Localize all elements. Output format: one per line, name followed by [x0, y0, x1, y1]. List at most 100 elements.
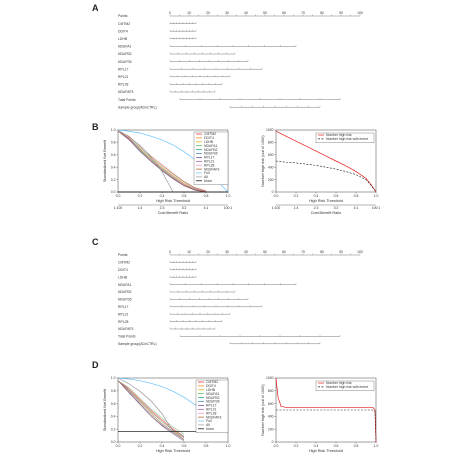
nomogram-row-label: Points: [118, 253, 128, 257]
y-tick-label: 600: [268, 153, 274, 157]
nomogram-row-label: NDUFAF3: [118, 90, 134, 94]
x-tick-label: 0.4: [314, 194, 319, 198]
y-axis-title: Number high risk (out of 1000): [261, 135, 265, 187]
nomogram-points-tick-label: 60: [282, 11, 286, 15]
y-tick-label: 0.6: [111, 402, 116, 406]
nomogram-points-tick-label: 30: [225, 250, 229, 254]
nomogram-points-tick-label: 80: [320, 11, 324, 15]
y-tick-label: 0.2: [111, 178, 116, 182]
nomogram-row-label: CMTM2: [118, 22, 130, 26]
legend-label: Full: [206, 419, 212, 423]
nomogram-points-tick-label: 70: [301, 250, 305, 254]
legend-label: None: [206, 427, 214, 431]
y-tick-label: 1.0: [111, 376, 116, 380]
x-axis-title: High Risk Threshold: [156, 199, 190, 203]
y-axis-title: Standardized Net Benefit: [103, 139, 107, 182]
nomogram-points-tick-label: 90: [339, 250, 343, 254]
nomogram-row-label: Points: [118, 14, 128, 18]
panel-letter-d: D: [92, 360, 99, 370]
cost-benefit-tick-label: 2:3: [160, 206, 165, 210]
legend-label: CMTM2: [206, 380, 218, 384]
legend-box: [195, 379, 229, 433]
x-tick-label: 0.2: [294, 444, 299, 448]
series-line: [117, 380, 185, 438]
y-tick-label: 1000: [266, 376, 274, 380]
legend-label: RPL17: [204, 156, 214, 160]
x-tick-label: 0.6: [334, 194, 339, 198]
nomogram-points-tick-label: 60: [282, 250, 286, 254]
y-tick-label: 0.4: [111, 415, 116, 419]
y-tick-label: 800: [268, 141, 274, 145]
nomogram-points-tick-label: 40: [244, 11, 248, 15]
x-tick-label: 0.8: [204, 194, 209, 198]
y-tick-label: 0.8: [111, 141, 116, 145]
x-tick-label: 0.0: [274, 444, 279, 448]
cost-benefit-axis-title: Cost:Benefit Ratio: [311, 211, 342, 215]
x-tick-label: 0.0: [116, 444, 121, 448]
nomogram-row-label: RPL21: [118, 312, 128, 316]
legend-box: [315, 380, 375, 392]
x-tick-label: 0.2: [138, 444, 143, 448]
y-tick-label: 400: [268, 415, 274, 419]
nomogram-points-tick-label: 90: [339, 11, 343, 15]
series-line: [117, 380, 185, 435]
nomogram-row-label: LDHB: [118, 275, 128, 279]
series-line: [275, 130, 377, 193]
cost-benefit-tick-label: 1:4: [294, 206, 299, 210]
nomogram-row-label: NDUFAF3: [118, 327, 134, 331]
x-tick-label: 0.2: [138, 194, 143, 198]
nomogram-row-label: DDIT4: [118, 29, 128, 33]
nomogram-points-tick-label: 50: [263, 11, 267, 15]
legend-label: Full: [204, 171, 210, 175]
legend-box: [315, 132, 375, 144]
legend-label: RPL28: [206, 411, 216, 415]
x-tick-label: 0.6: [182, 444, 187, 448]
y-tick-label: 600: [268, 402, 274, 406]
legend-label: NDUFB2: [206, 396, 220, 400]
cost-benefit-tick-label: 4:1: [204, 206, 209, 210]
legend-label: NDUFB2: [204, 148, 218, 152]
x-tick-label: 0.0: [274, 194, 279, 198]
legend-label: RPL21: [204, 160, 214, 164]
x-tick-label: 0.8: [354, 194, 359, 198]
series-line: [117, 380, 185, 437]
x-tick-label: 1.0: [226, 194, 231, 198]
x-tick-label: 0.8: [204, 444, 209, 448]
y-tick-label: 1.0: [111, 128, 116, 132]
y-tick-label: 0.6: [111, 153, 116, 157]
series-line: [117, 131, 207, 192]
x-tick-label: 1.0: [374, 444, 379, 448]
y-tick-label: 0.2: [111, 427, 116, 431]
nomogram-points-tick-label: 10: [187, 250, 191, 254]
series-line: [275, 160, 377, 193]
series-line: [117, 380, 185, 442]
nomogram-row-label: NDUFA1: [118, 283, 131, 287]
legend-label: NDUFS5: [206, 400, 220, 404]
legend-label: NDUFA1: [204, 144, 217, 148]
legend-label: RPL21: [206, 408, 216, 412]
nomogram-row-label: RPL17: [118, 305, 128, 309]
y-tick-label: 1000: [266, 128, 274, 132]
nomogram-row-label: Sample group(ADvCTRL): [118, 342, 157, 346]
legend-label: RPL28: [204, 163, 214, 167]
cost-benefit-tick-label: 100:1: [372, 206, 381, 210]
x-tick-label: 0.4: [160, 444, 165, 448]
y-axis-title: Number high risk (out of 1000): [261, 384, 265, 436]
y-tick-label: 0.8: [111, 389, 116, 393]
series-line: [117, 129, 174, 193]
nomogram-row-label: LDHB: [118, 37, 128, 41]
x-tick-label: 0.8: [354, 444, 359, 448]
legend-label: NDUFS5: [204, 152, 218, 156]
nomogram-row-label: RPL28: [118, 320, 128, 324]
series-line: [117, 380, 185, 437]
nomogram-row-label: RPL28: [118, 83, 128, 87]
cost-benefit-axis-title: Cost:Benefit Ratio: [158, 211, 189, 215]
legend-label: Number high risk: [326, 133, 352, 137]
nomogram-row-label: DDIT4: [118, 268, 128, 272]
panel-letter-b: B: [92, 122, 99, 132]
series-line: [117, 131, 207, 193]
